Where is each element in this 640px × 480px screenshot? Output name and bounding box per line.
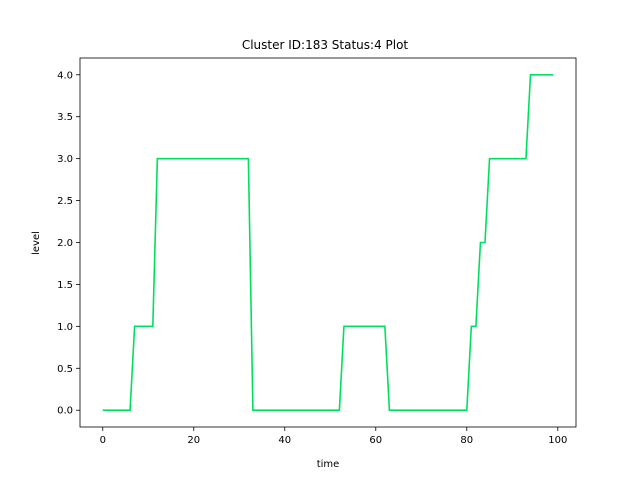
y-tick-label: 2.0 (57, 238, 73, 249)
y-tick-label: 2.5 (57, 196, 73, 207)
x-tick-label: 40 (278, 435, 291, 446)
x-tick-label: 20 (187, 435, 200, 446)
x-axis: 0 20 40 60 80 100 (100, 427, 567, 446)
y-tick-label: 3.5 (57, 112, 73, 123)
y-tick-label: 4.0 (57, 70, 73, 81)
series-line-0 (102, 73, 554, 412)
plot-area (79, 57, 577, 428)
y-tick-label: 1.0 (57, 322, 73, 333)
x-tick-label: 100 (548, 435, 567, 446)
y-tick-label: 1.5 (57, 280, 73, 291)
y-axis: 0.0 0.5 1.0 1.5 2.0 2.5 3.0 3.5 4.0 (57, 70, 80, 417)
x-axis-label: time (317, 459, 340, 470)
x-tick-label: 60 (369, 435, 382, 446)
y-axis-label: level (31, 231, 42, 255)
x-tick-label: 80 (460, 435, 473, 446)
x-tick-label: 0 (100, 435, 106, 446)
y-tick-label: 0.5 (57, 364, 73, 375)
y-tick-label: 0.0 (57, 406, 73, 417)
y-tick-label: 3.0 (57, 154, 73, 165)
chart-title: Cluster ID:183 Status:4 Plot (242, 38, 409, 52)
